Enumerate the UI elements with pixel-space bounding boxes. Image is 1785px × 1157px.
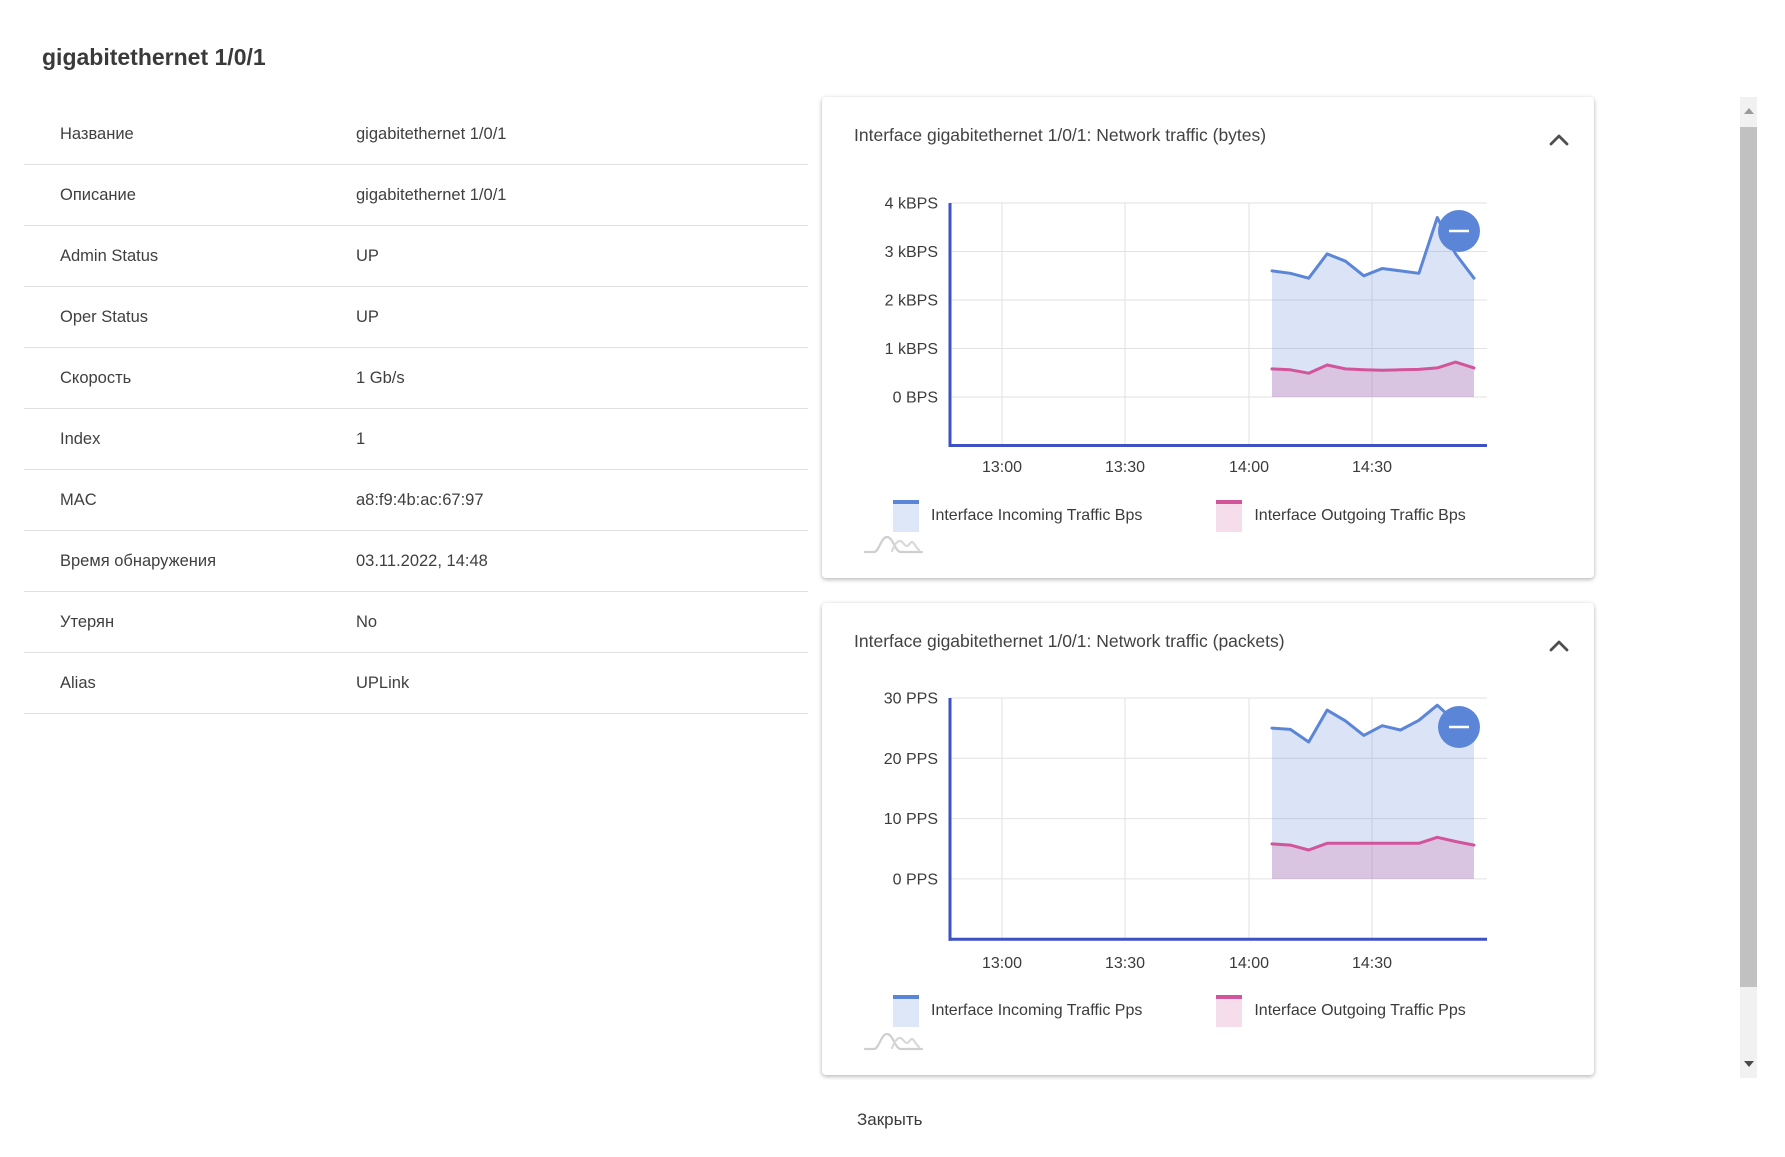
svg-text:3 kBPS: 3 kBPS — [885, 244, 938, 261]
property-value: UPLink — [356, 673, 410, 692]
svg-text:2 kBPS: 2 kBPS — [885, 293, 938, 310]
property-value: No — [356, 612, 378, 631]
triangle-down-icon — [1743, 1061, 1754, 1067]
sparkline-icon — [863, 535, 924, 554]
legend-label: Interface Incoming Traffic Pps — [931, 1002, 1143, 1019]
table-row: Время обнаружения 03.11.2022, 14:48 — [24, 531, 808, 592]
property-label: Название — [60, 124, 134, 143]
scroll-up-button[interactable] — [1740, 97, 1757, 125]
table-row: Oper Status UP — [24, 287, 808, 348]
scrollbar-thumb[interactable] — [1740, 127, 1757, 987]
property-label: Index — [60, 429, 101, 448]
traffic-packets-card: Interface gigabitethernet 1/0/1: Network… — [822, 603, 1594, 1075]
property-value: 1 — [356, 429, 366, 448]
property-value: gigabitethernet 1/0/1 — [356, 185, 507, 204]
legend-swatch-outgoing — [1216, 995, 1243, 1027]
svg-text:0 PPS: 0 PPS — [893, 871, 938, 888]
svg-text:0 BPS: 0 BPS — [893, 390, 938, 407]
table-row: Alias UPLink — [24, 653, 808, 714]
svg-text:30 PPS: 30 PPS — [884, 691, 938, 708]
collapse-button[interactable] — [1546, 635, 1572, 657]
property-value: gigabitethernet 1/0/1 — [356, 124, 507, 143]
svg-text:14:00: 14:00 — [1229, 955, 1269, 972]
zoom-out-button[interactable] — [1438, 210, 1480, 252]
legend-swatch-incoming — [893, 500, 919, 532]
property-label: Описание — [60, 185, 136, 204]
svg-text:13:30: 13:30 — [1105, 459, 1145, 476]
table-row: Название gigabitethernet 1/0/1 — [24, 104, 808, 165]
property-label: Alias — [60, 673, 96, 692]
legend-swatch-outgoing — [1216, 500, 1243, 532]
legend-label: Interface Incoming Traffic Bps — [931, 507, 1143, 524]
table-row: Index 1 — [24, 409, 808, 470]
property-value: UP — [356, 307, 379, 326]
legend-item[interactable]: Interface Incoming Traffic Bps — [893, 500, 1142, 532]
page-title: gigabitethernet 1/0/1 — [42, 44, 266, 70]
collapse-button[interactable] — [1546, 129, 1572, 151]
svg-text:1 kBPS: 1 kBPS — [885, 341, 938, 358]
table-row: Admin Status UP — [24, 226, 808, 287]
property-value: a8:f9:4b:ac:67:97 — [356, 490, 484, 509]
sparkline-icon — [863, 1032, 924, 1051]
chevron-up-icon — [1549, 134, 1569, 146]
svg-text:4 kBPS: 4 kBPS — [885, 196, 938, 213]
table-row: MAC a8:f9:4b:ac:67:97 — [24, 470, 808, 531]
close-button[interactable]: Закрыть — [841, 1102, 938, 1138]
property-value: UP — [356, 246, 379, 265]
legend-label: Interface Outgoing Traffic Pps — [1254, 1002, 1466, 1019]
property-label: MAC — [60, 490, 97, 509]
property-label: Скорость — [60, 368, 132, 387]
property-label: Время обнаружения — [60, 551, 217, 570]
svg-text:20 PPS: 20 PPS — [884, 751, 938, 768]
table-row: Скорость 1 Gb/s — [24, 348, 808, 409]
svg-text:10 PPS: 10 PPS — [884, 811, 938, 828]
property-label: Утерян — [60, 612, 115, 631]
triangle-up-icon — [1743, 108, 1754, 114]
legend-label: Interface Outgoing Traffic Bps — [1254, 507, 1466, 524]
legend-item[interactable]: Interface Outgoing Traffic Pps — [1216, 995, 1466, 1027]
svg-text:14:30: 14:30 — [1352, 955, 1392, 972]
legend-swatch-incoming — [893, 995, 919, 1027]
property-label: Admin Status — [60, 246, 159, 265]
table-row: Описание gigabitethernet 1/0/1 — [24, 165, 808, 226]
traffic-chart-bytes: 4 kBPS 3 kBPS 2 kBPS 1 kBPS 0 BPS 13:00 13:30 1… — [885, 196, 1487, 476]
chart-title: Interface gigabitethernet 1/0/1: Network… — [854, 631, 1285, 651]
interface-details-table: Название gigabitethernet 1/0/1 Описание gig… — [24, 104, 808, 714]
zoom-out-button[interactable] — [1438, 706, 1480, 748]
svg-text:13:30: 13:30 — [1105, 955, 1145, 972]
svg-text:13:00: 13:00 — [982, 955, 1022, 972]
property-label: Oper Status — [60, 307, 149, 326]
chart-legend: Interface Incoming Traffic Pps Interface … — [822, 995, 1594, 1027]
scrollbar-track[interactable] — [1740, 97, 1757, 1078]
chart-title: Interface gigabitethernet 1/0/1: Network… — [854, 125, 1267, 145]
table-row: Утерян No — [24, 592, 808, 653]
legend-item[interactable]: Interface Incoming Traffic Pps — [893, 995, 1142, 1027]
traffic-bytes-card: Interface gigabitethernet 1/0/1: Network… — [822, 97, 1594, 578]
traffic-chart-packets: 30 PPS 20 PPS 10 PPS 0 PPS 13:00 13:30 14:00 14… — [884, 691, 1487, 972]
scroll-down-button[interactable] — [1740, 1050, 1757, 1078]
svg-text:14:00: 14:00 — [1229, 459, 1269, 476]
chart-legend: Interface Incoming Traffic Bps Interface … — [822, 500, 1594, 532]
svg-text:13:00: 13:00 — [982, 459, 1022, 476]
svg-text:14:30: 14:30 — [1352, 459, 1392, 476]
legend-item[interactable]: Interface Outgoing Traffic Bps — [1216, 500, 1466, 532]
chevron-up-icon — [1549, 640, 1569, 652]
property-value: 03.11.2022, 14:48 — [356, 551, 488, 570]
property-value: 1 Gb/s — [356, 368, 405, 387]
